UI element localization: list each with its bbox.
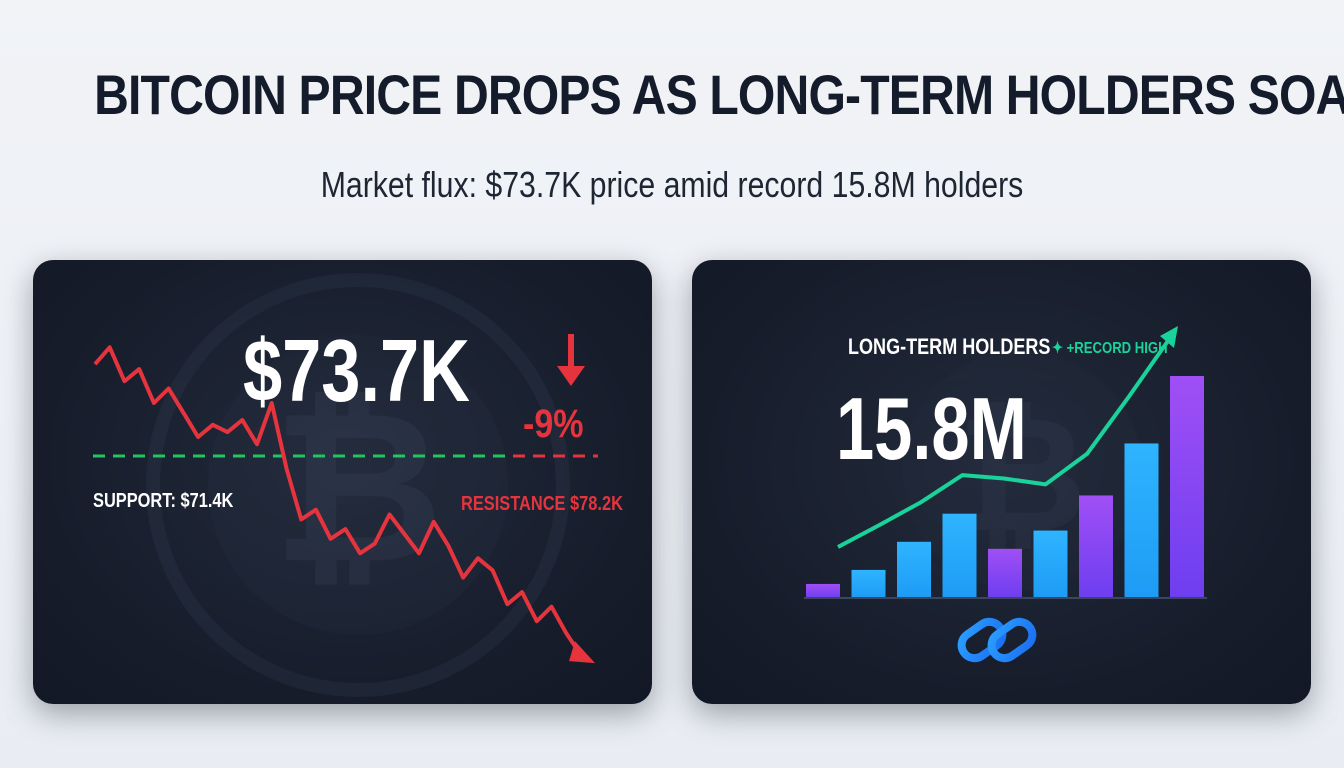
holders-bar [851,569,886,598]
holders-bar [988,548,1022,598]
support-label: SUPPORT: $71.4K [93,490,234,512]
plus-icon: ✦ [1052,340,1067,357]
holders-panel: ₿ LONG-TERM HOLDERS ✦ +RECORD HIGH [692,260,1311,704]
record-badge-text: +RECORD HIGH [1066,340,1168,357]
holders-bar [1124,443,1159,598]
trend-arrowhead [1160,326,1178,348]
subheadline: Market flux: $73.7K price amid record 15… [320,164,1024,205]
price-panel: ₿ $73.7K -9% SUPPORT: $71.4K RESISTANCE … [33,260,652,704]
headline: BITCOIN PRICE DROPS AS LONG-TERM HOLDERS… [94,63,1344,126]
holders-bar [1033,530,1068,598]
chain-link-icon [957,617,1037,663]
price-chart: ₿ [93,273,598,697]
bitcoin-icon: ₿ [146,273,570,697]
price-change: -9% [523,402,584,446]
price-value: $73.7K [243,321,471,420]
svg-text:₿: ₿ [272,370,443,605]
holders-bar [897,541,931,598]
resistance-label: RESISTANCE $78.2K [461,493,623,515]
price-arrowhead [569,641,595,664]
holders-value: 15.8M [836,379,1027,478]
holders-chart: ₿ [804,326,1207,663]
trend-line [837,336,1172,549]
holders-bar [1170,376,1204,598]
holders-bar [1079,495,1113,598]
down-arrow-icon [557,334,585,386]
holders-bar [942,513,977,598]
record-badge: ✦ +RECORD HIGH [1052,338,1168,358]
holders-bar [806,583,840,598]
price-line [93,345,583,657]
holders-title: LONG-TERM HOLDERS [848,334,1051,359]
